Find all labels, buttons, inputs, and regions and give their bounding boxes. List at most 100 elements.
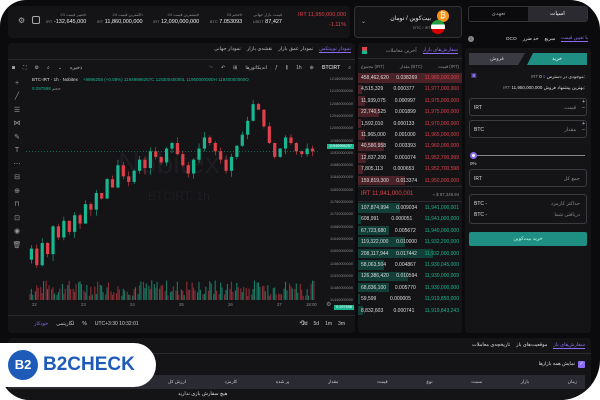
slider-handle[interactable] — [470, 152, 477, 159]
chart-tab[interactable]: نقشه‌ی بازار — [246, 46, 273, 52]
chevron-down-icon[interactable]: ⌄ — [57, 65, 63, 71]
tab-open-positions[interactable]: موقعیت‌های باز — [516, 342, 548, 348]
total-input[interactable]: IRT جمع کل — [469, 169, 587, 187]
wallet-icon[interactable]: ▣ — [471, 73, 477, 79]
amount-slider[interactable] — [473, 155, 585, 156]
best-offer-value[interactable]: 11,950,000,000 — [511, 85, 543, 90]
price-axis[interactable]: 12160000000 12120000000 12080000000 1204000… — [318, 77, 355, 313]
indicators-button[interactable]: اندیکاتورها — [245, 65, 267, 71]
zoom-in-icon[interactable]: ⊕ — [14, 187, 20, 195]
bid-row[interactable]: 59,599 0.000005 11,919,850,000 — [358, 293, 462, 304]
bid-row[interactable]: 126,386,420 0.010594 11,930,000,009 — [358, 271, 462, 282]
volume-bar — [193, 287, 195, 300]
amount-input[interactable]: BTC مقدار + − — [469, 120, 587, 138]
stepper-buttons[interactable]: + − — [582, 99, 585, 111]
bid-row[interactable]: 608,991 0.000051 11,941,000,000 — [358, 214, 462, 225]
show-all-checkbox[interactable]: ✓ — [578, 361, 585, 368]
price-input[interactable]: IRT قیمت + − — [469, 98, 587, 116]
info-icon[interactable]: i — [468, 36, 474, 42]
templates-icon[interactable]: ⊞ — [233, 65, 238, 71]
bid-row[interactable]: 58,063,504 0.004867 11,930,045,000 — [358, 259, 462, 270]
order-type-limit[interactable]: با تعیین قیمت — [561, 36, 588, 42]
measure-icon[interactable]: ⊟ — [14, 174, 20, 181]
search-icon[interactable]: ⌕ — [348, 65, 351, 71]
fullscreen-icon[interactable]: ⛶ — [23, 65, 27, 71]
undo-icon[interactable]: ↶ — [220, 65, 226, 71]
compare-icon[interactable]: ƒ — [274, 65, 278, 71]
magnet-icon[interactable]: ⊓ — [14, 201, 20, 208]
log-scale-toggle[interactable]: لگاریتمی — [56, 321, 75, 327]
brush-icon[interactable]: ✎ — [14, 133, 20, 141]
settings-icon[interactable]: ⚙ — [34, 65, 40, 71]
candlestick-chart[interactable] — [26, 93, 318, 313]
chart-tab[interactable]: نمودار عمق بازار — [278, 46, 314, 52]
settings-icon[interactable]: ⚙ — [326, 302, 332, 308]
ask-row[interactable]: 159,819,300 0.013374 11,950,000,000 — [358, 175, 462, 186]
book-view-icon[interactable] — [362, 47, 367, 54]
eye-icon[interactable]: ◉ — [13, 228, 21, 235]
order-type-oco[interactable]: OCO — [505, 36, 517, 42]
stepper-buttons[interactable]: + − — [582, 121, 585, 133]
bid-row[interactable]: 8,832,603 0.000741 11,919,843,243 — [358, 305, 462, 316]
lock-icon[interactable]: ⊡ — [14, 214, 20, 222]
ask-row[interactable]: 12,837,200 0.001074 11,952,700,999 — [358, 152, 462, 163]
price-tick: 11880000000 — [330, 163, 353, 168]
bid-row[interactable]: 107,874,994 0.009034 11,941,000,001 — [358, 202, 462, 213]
tab-spot[interactable]: اسپات — [528, 7, 587, 21]
crosshair-icon[interactable]: + — [14, 79, 20, 87]
tab-market-orders[interactable]: سفارش‌های بازار — [422, 47, 458, 54]
gear-icon[interactable]: ⚙ — [18, 16, 26, 25]
time-axis[interactable]: 22 23 24 25 26 27 18:00 ⚙ — [26, 302, 336, 312]
tab-margin[interactable]: تعهدی — [491, 11, 506, 17]
bid-row[interactable]: 67,723,680 0.005672 11,940,000,000 — [358, 225, 462, 236]
ask-row[interactable]: 4,515,329 0.000377 11,977,000,000 — [358, 84, 462, 95]
add-symbol-icon[interactable]: ⊕ — [309, 65, 314, 71]
volume-bar — [213, 293, 215, 300]
save-button[interactable]: ذخیره — [70, 65, 83, 71]
forecast-icon[interactable]: ⋯ — [13, 160, 21, 168]
row-amount: 0.004867 — [394, 261, 416, 268]
candle-type-icon[interactable]: ⫼ — [285, 65, 289, 71]
stat-label: بیشترین قیمت 24h — [167, 12, 200, 17]
redo-icon[interactable]: ↷ — [208, 65, 213, 71]
pair-selector[interactable]: ⌄ بیت‌کوین / تومان BTC / IRT ₿ — [354, 6, 462, 38]
trash-icon[interactable]: 🗑 — [12, 241, 22, 249]
zoom-icon[interactable]: ⌕ — [47, 65, 50, 71]
chart-tab[interactable]: نمودار نوبیتکس — [319, 46, 351, 53]
range-button[interactable]: 1d — [301, 321, 308, 327]
order-type-market[interactable]: سریع — [544, 36, 556, 42]
range-button[interactable]: 3m — [338, 321, 345, 327]
range-button[interactable]: 1m — [325, 321, 333, 327]
sell-tab[interactable]: فروش — [469, 53, 525, 65]
ask-row[interactable]: 22,740,525 0.001899 11,975,000,000 — [358, 107, 462, 118]
fib-icon[interactable]: ☰ — [13, 106, 21, 114]
tab-open-orders[interactable]: سفارش‌های باز — [553, 342, 585, 349]
interval-button[interactable]: 1h — [296, 65, 302, 71]
buy-tab[interactable]: خرید — [527, 53, 587, 65]
auto-scale-toggle[interactable]: خودکار — [34, 321, 49, 327]
bid-row[interactable]: 68,836,100 0.005770 11,930,000,000 — [358, 282, 462, 293]
pattern-icon[interactable]: ⋈ — [13, 120, 21, 127]
camera-icon[interactable]: ◙ — [12, 65, 16, 71]
trendline-icon[interactable]: ╱ — [14, 93, 20, 100]
percent-toggle[interactable]: % — [82, 321, 87, 327]
timezone-clock[interactable]: UTC+3:30 10:32:01 — [94, 321, 139, 327]
chart-tab[interactable]: نمودار جهانی — [214, 46, 241, 52]
range-button[interactable]: 5d — [313, 321, 320, 327]
tab-last-trades[interactable]: آخرین معاملات — [385, 47, 417, 54]
order-type-stop[interactable]: حد ضرر — [522, 36, 539, 42]
layout-icon[interactable] — [32, 16, 40, 24]
ask-row[interactable]: 7,805,113 0.000653 11,952,700,598 — [358, 164, 462, 175]
ask-row[interactable]: 11,939,075 0.000997 11,975,000,000 — [358, 95, 462, 106]
ask-row[interactable]: 40,580,958 0.003393 11,960,000,000 — [358, 141, 462, 152]
symbol-search[interactable]: BTCIRT — [321, 65, 341, 71]
bid-row[interactable]: 208,117,944 0.017442 11,932,000,000 — [358, 248, 462, 259]
ask-row[interactable]: 458,462,620 0.038269 11,980,000,000 — [358, 72, 462, 83]
buy-bitcoin-button[interactable]: خرید بیت‌کوین — [469, 232, 587, 246]
goto-date-icon[interactable]: ⟲ — [299, 320, 305, 327]
ask-row[interactable]: 1,592,010 0.000133 11,970,000,000 — [358, 118, 462, 129]
ask-row[interactable]: 11,965,000 0.001000 11,965,000,000 — [358, 129, 462, 140]
bid-row[interactable]: 119,322,000 0.010000 11,932,200,000 — [358, 236, 462, 247]
tab-trade-history[interactable]: تاریخچه‌ی معاملات — [472, 342, 511, 348]
text-icon[interactable]: T — [14, 147, 20, 154]
